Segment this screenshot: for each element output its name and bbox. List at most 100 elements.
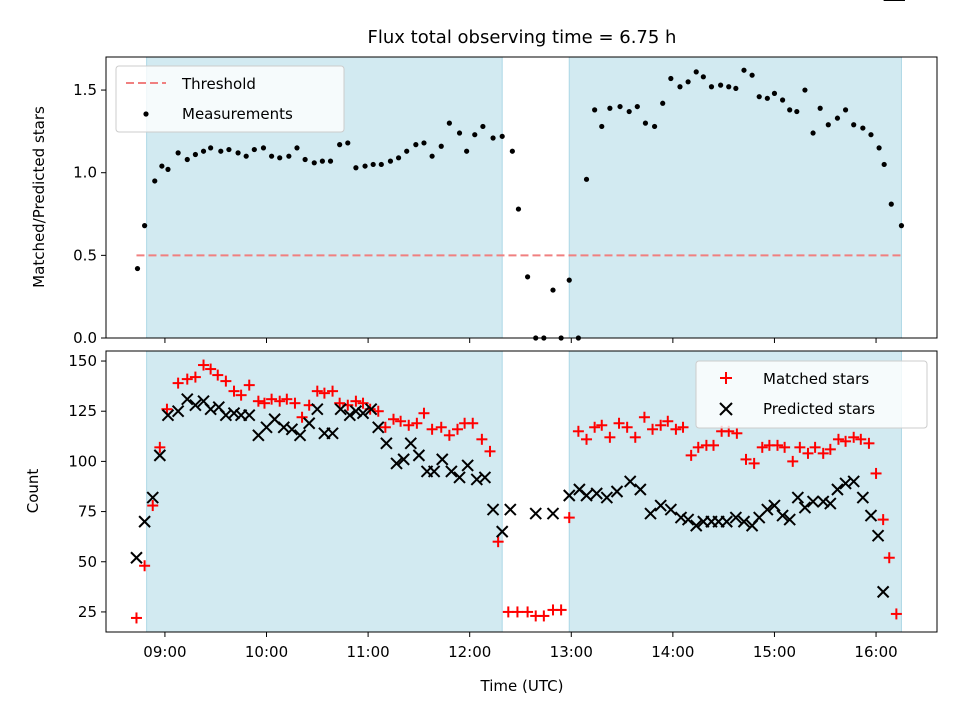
matched-star-point (677, 421, 689, 433)
matched-star-point (772, 439, 784, 451)
matched-star-point (538, 610, 550, 622)
count-legend: Matched stars Predicted stars (695, 360, 928, 429)
measurement-point (268, 153, 275, 159)
matched-star-point (890, 608, 902, 620)
predicted-star-point (783, 513, 796, 526)
measurement-point (779, 97, 786, 103)
measurement-point (583, 176, 590, 182)
count-y-tick-label: 100 (68, 452, 97, 470)
matched-star-point (318, 387, 330, 399)
matched-star-point (863, 437, 875, 449)
measurement-point (771, 90, 778, 96)
measurement-point (387, 158, 394, 164)
measurement-point (353, 165, 359, 171)
matched-star-point (281, 393, 293, 405)
ratio-legend-box (115, 65, 345, 133)
measurement-point (200, 148, 207, 154)
predicted-star-point (478, 471, 492, 484)
predicted-star-point (563, 489, 576, 502)
predicted-star-point (311, 403, 324, 416)
x-tick-label: 14:00 (651, 643, 694, 661)
x-axis-title: Time (UTC) (480, 677, 564, 695)
matched-star-point (372, 405, 384, 417)
matched-star-point (435, 421, 447, 433)
count-y-tick-label: 50 (78, 553, 97, 571)
measurement-point (302, 156, 308, 163)
matched-star-point (670, 423, 682, 435)
matched-star-point (692, 441, 704, 453)
predicted-star-point (227, 407, 241, 420)
matched-star-point (172, 377, 184, 389)
measurement-point (208, 145, 214, 151)
matched-star-point (685, 449, 697, 461)
measurement-point (787, 107, 793, 113)
matched-star-point (130, 612, 142, 624)
matched-star-point (817, 447, 829, 459)
count-x-axis: 09:00 10:00 11:00 12:00 13:00 14:00 15:00 16:00 (143, 632, 898, 661)
measurement-point (868, 132, 874, 138)
count-legend-box (695, 360, 928, 429)
measurement-point (370, 161, 376, 168)
predicted-star-point (343, 409, 357, 422)
measurement-point (456, 130, 463, 136)
matched-star-point (147, 500, 159, 512)
legend-threshold-label: Threshold (181, 75, 256, 93)
x-tick-label: 15:00 (753, 643, 796, 661)
ratio-y-tick-label: 0.0 (73, 329, 97, 347)
matched-star-point (629, 431, 641, 443)
legend-matched-label: Matched stars (763, 370, 869, 388)
matched-star-point (274, 395, 286, 407)
predicted-star-point (876, 585, 890, 599)
matched-star-point (581, 433, 593, 445)
predicted-star-point (404, 437, 417, 450)
predicted-star-point (138, 515, 151, 528)
measurement-point (499, 133, 505, 139)
predicted-star-point (285, 423, 299, 436)
measurement-point (235, 150, 241, 156)
measurement-point (810, 130, 816, 136)
ratio-panel: 0.0 0.5 1.0 1.5 Matched/Predicted stars Thr… (30, 56, 938, 347)
matched-star-point (228, 385, 240, 397)
measurement-point (817, 105, 823, 111)
matched-star-point (139, 560, 151, 572)
predicted-star-point (380, 437, 393, 450)
measurement-point (165, 166, 171, 172)
x-tick-label: 13:00 (550, 643, 593, 661)
measurement-point (802, 87, 808, 93)
measurement-point (218, 148, 224, 154)
measurement-point (134, 265, 141, 272)
matched-star-point (832, 433, 844, 445)
predicted-star-point (390, 457, 403, 470)
ratio-y-tick-label: 1.0 (73, 164, 97, 182)
measurement-point (677, 84, 683, 90)
predicted-star-point (334, 403, 347, 416)
predicted-star-point (654, 499, 667, 512)
ratio-y-axis: 0.0 0.5 1.0 1.5 (73, 81, 106, 347)
matched-star-point (220, 375, 232, 387)
measurement-point (668, 75, 674, 82)
measurement-point (226, 146, 232, 153)
matched-star-point (387, 413, 399, 425)
matched-star-point (522, 606, 534, 618)
measurement-point (524, 274, 531, 280)
predicted-star-point (495, 525, 509, 538)
predicted-star-point (412, 449, 426, 462)
measurement-point (480, 123, 486, 130)
predicted-star-point (427, 465, 441, 478)
predicted-star-point (864, 509, 878, 522)
measurement-point (592, 107, 598, 113)
measurement-point (693, 69, 699, 75)
predicted-star-point (644, 507, 657, 520)
count-y-tick-label: 75 (78, 503, 97, 521)
measurement-point (192, 151, 198, 158)
matched-star-point (205, 363, 217, 375)
legend-matched-swatch (720, 372, 732, 384)
matched-star-point (731, 427, 743, 439)
count-y-tick-label: 150 (68, 352, 97, 370)
matched-star-point (289, 397, 301, 409)
measurement-point (421, 140, 427, 146)
x-tick-label: 11:00 (346, 643, 389, 661)
matched-star-point (877, 514, 889, 526)
measurement-point (794, 108, 800, 115)
measurement-point (634, 103, 640, 110)
